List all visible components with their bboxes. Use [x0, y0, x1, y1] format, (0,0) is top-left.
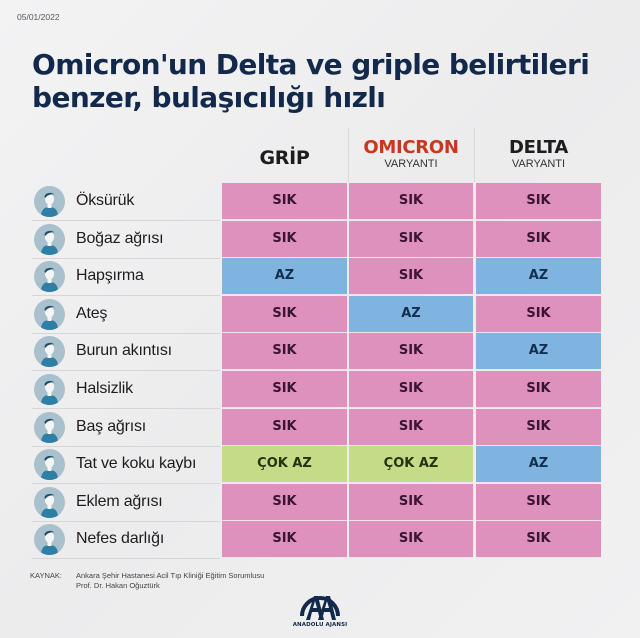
symptom-cell: Hapşırma — [32, 258, 220, 297]
cell-delta: AZ — [476, 258, 601, 296]
cell-grip: SIK — [222, 408, 347, 446]
cell-delta: SIK — [476, 183, 601, 220]
symptom-label: Hapşırma — [76, 267, 144, 285]
source-text: Ankara Şehir Hastanesi Acil Tıp Kliniği … — [76, 571, 264, 591]
source-line-2: Prof. Dr. Hakan Oğuztürk — [76, 581, 160, 590]
cell-omicron: ÇOK AZ — [349, 446, 473, 484]
table-row: Burun akıntısı SIK SIK AZ — [32, 333, 601, 372]
source-line-1: Ankara Şehir Hastanesi Acil Tıp Kliniği … — [76, 571, 265, 580]
table-row: Eklem ağrısı SIK SIK SIK — [32, 483, 601, 522]
symptom-cell: Baş ağrısı — [32, 409, 220, 447]
column-header-delta: DELTA VARYANTI — [476, 128, 601, 182]
symptom-cell: Ateş — [32, 296, 220, 334]
date-label: 05/01/2022 — [17, 12, 60, 22]
cell-delta: SIK — [476, 371, 601, 408]
cell-grip: SIK — [222, 371, 347, 408]
column-title: GRİP — [259, 147, 310, 169]
title-line-1: Omicron'un Delta ve griple belirtileri — [32, 48, 590, 81]
cell-grip: SIK — [222, 220, 347, 258]
fatigue-person-icon — [34, 374, 65, 405]
table-row: Baş ağrısı SIK SIK SIK — [32, 408, 601, 447]
column-divider — [348, 128, 349, 182]
cell-grip: SIK — [222, 521, 347, 559]
cell-omicron: SIK — [349, 333, 473, 371]
symptom-label: Öksürük — [76, 192, 135, 209]
cell-grip: SIK — [222, 333, 347, 371]
logo-text: ANADOLU AJANSI — [292, 622, 348, 628]
column-subtitle: VARYANTI — [384, 158, 438, 170]
symptom-label: Halsizlik — [76, 380, 133, 397]
anadolu-agency-logo-icon — [296, 582, 344, 626]
cell-omicron: AZ — [349, 295, 473, 333]
cell-delta: AZ — [476, 333, 601, 371]
joint-pain-person-icon — [34, 486, 65, 518]
cell-delta: SIK — [476, 483, 601, 521]
sneezing-person-icon — [34, 261, 65, 293]
cell-grip: SIK — [222, 295, 347, 333]
table-row: Tat ve koku kaybı ÇOK AZ ÇOK AZ AZ — [32, 446, 601, 485]
table-row: Halsizlik SIK SIK SIK — [32, 371, 601, 409]
symptom-cell: Boğaz ağrısı — [32, 221, 220, 259]
title-line-2: benzer, bulaşıcılığı hızlı — [32, 81, 386, 114]
symptom-cell: Öksürük — [32, 183, 220, 221]
page-title: Omicron'un Delta ve griple belirtileri b… — [32, 48, 632, 114]
cell-omicron: SIK — [349, 408, 473, 446]
cell-grip: ÇOK AZ — [222, 446, 347, 484]
symptom-cell: Burun akıntısı — [32, 333, 220, 372]
symptom-cell: Nefes darlığı — [32, 521, 220, 560]
cell-omicron: SIK — [349, 220, 473, 258]
table-row: Boğaz ağrısı SIK SIK SIK — [32, 220, 601, 259]
column-header-grip: GRİP — [222, 128, 347, 182]
cell-delta: SIK — [476, 295, 601, 333]
fever-thermometer-person-icon — [34, 298, 65, 330]
column-title: OMICRON — [363, 137, 459, 158]
column-subtitle: VARYANTI — [511, 158, 566, 170]
symptom-label: Burun akıntısı — [76, 342, 172, 360]
symptom-cell: Eklem ağrısı — [32, 484, 220, 522]
cell-delta: AZ — [476, 446, 601, 484]
symptom-label: Eklem ağrısı — [76, 492, 163, 510]
symptom-label: Ateş — [76, 304, 108, 322]
cell-omicron: SIK — [349, 521, 473, 559]
shortness-of-breath-person-icon — [34, 524, 65, 556]
table-row: Hapşırma AZ SIK AZ — [32, 258, 601, 297]
cell-delta: SIK — [476, 220, 601, 258]
cell-grip: SIK — [222, 183, 347, 220]
cell-grip: SIK — [222, 483, 347, 521]
sore-throat-person-icon — [34, 223, 65, 255]
column-header-omicron: OMICRON VARYANTI — [349, 128, 473, 182]
runny-nose-person-icon — [34, 336, 65, 368]
coughing-person-icon — [34, 186, 65, 217]
symptom-label: Boğaz ağrısı — [76, 229, 164, 247]
source-label: KAYNAK: — [30, 571, 62, 580]
table-row: Öksürük SIK SIK SIK — [32, 183, 601, 221]
cell-delta: SIK — [476, 521, 601, 559]
symptom-label: Baş ağrısı — [76, 417, 147, 435]
cell-omicron: SIK — [349, 483, 473, 521]
cell-grip: AZ — [222, 258, 347, 296]
cell-omicron: SIK — [349, 258, 473, 296]
headache-person-icon — [34, 411, 65, 443]
table-row: Ateş SIK AZ SIK — [32, 295, 601, 334]
loss-of-taste-smell-person-icon — [34, 449, 65, 481]
cell-omicron: SIK — [349, 371, 473, 408]
cell-omicron: SIK — [349, 183, 473, 220]
symptom-cell: Tat ve koku kaybı — [32, 446, 220, 485]
column-divider — [474, 128, 475, 182]
table-row: Nefes darlığı SIK SIK SIK — [32, 521, 601, 560]
column-title: DELTA — [508, 137, 569, 158]
symptom-cell: Halsizlik — [32, 371, 220, 409]
cell-delta: SIK — [476, 408, 601, 446]
symptom-label: Nefes darlığı — [76, 530, 165, 548]
symptom-label: Tat ve koku kaybı — [76, 455, 197, 473]
